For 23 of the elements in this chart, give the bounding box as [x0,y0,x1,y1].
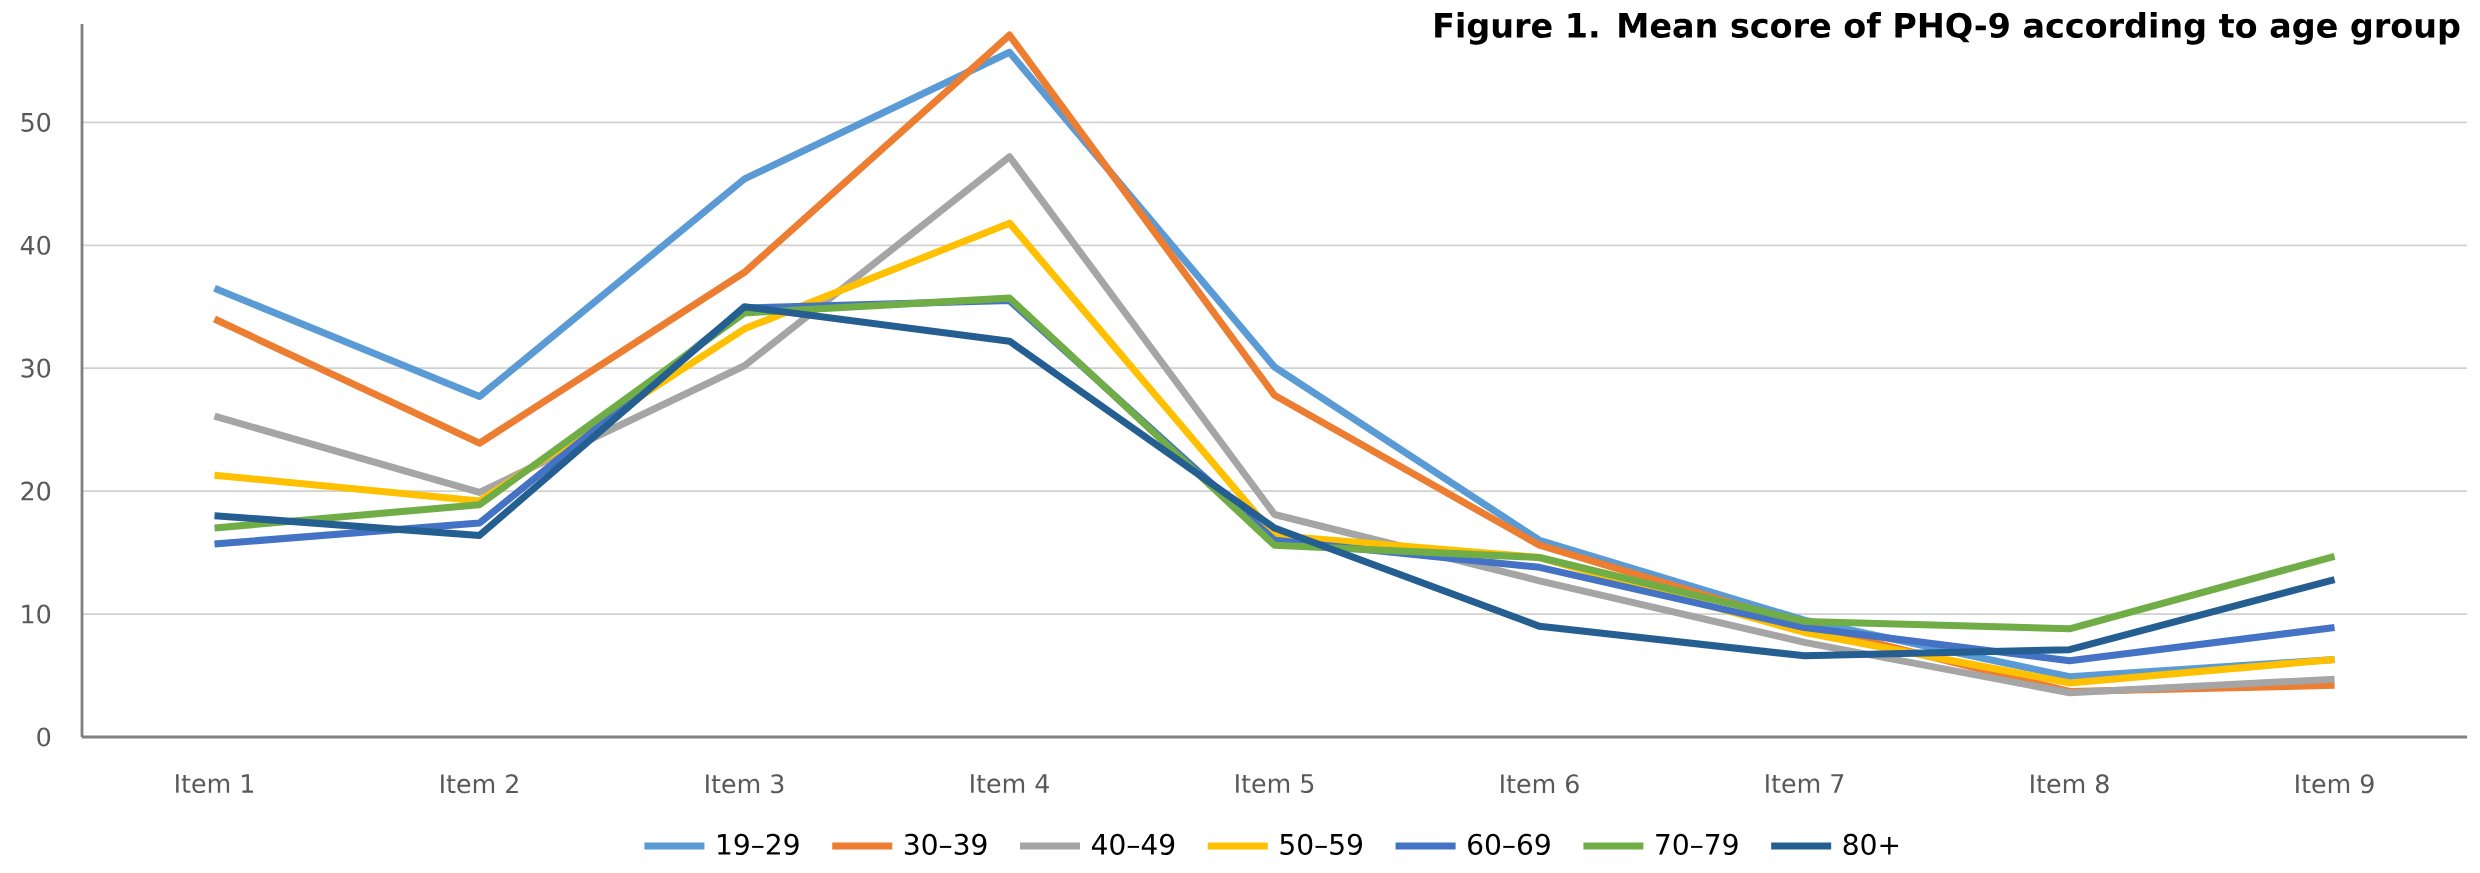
legend-label: 19–29 [718,833,799,855]
x-tick-label: Item 6 [1501,774,1579,794]
y-tick-label: 40 [20,235,51,255]
x-tick-label: Item 8 [2031,774,2109,794]
x-tick-label: Item 5 [1236,774,1314,794]
y-tick-label: 0 [37,727,51,747]
legend-label: 60–69 [1468,833,1550,855]
x-tick-label: Item 1 [176,774,254,794]
x-tick-label: Item 9 [2296,774,2374,794]
legend-label: 70–79 [1656,833,1738,855]
x-tick-label: Item 4 [971,774,1049,794]
y-tick-label: 10 [22,604,51,624]
y-tick-label: 20 [21,481,51,501]
legend-label: 40–49 [1091,833,1175,855]
y-tick-label: 30 [21,358,51,378]
x-tick-label: Item 2 [441,774,518,794]
chart-title: Figure 1. Mean score of PHQ-9 according to age group [1435,12,2460,45]
legend-label: 30–39 [904,833,987,855]
y-tick-label: 50 [21,112,51,132]
legend-label: 50–59 [1280,833,1362,855]
x-tick-label: Item 3 [706,774,784,794]
legend-label: 80+ [1843,833,1899,855]
x-tick-label: Item 7 [1766,774,1844,794]
